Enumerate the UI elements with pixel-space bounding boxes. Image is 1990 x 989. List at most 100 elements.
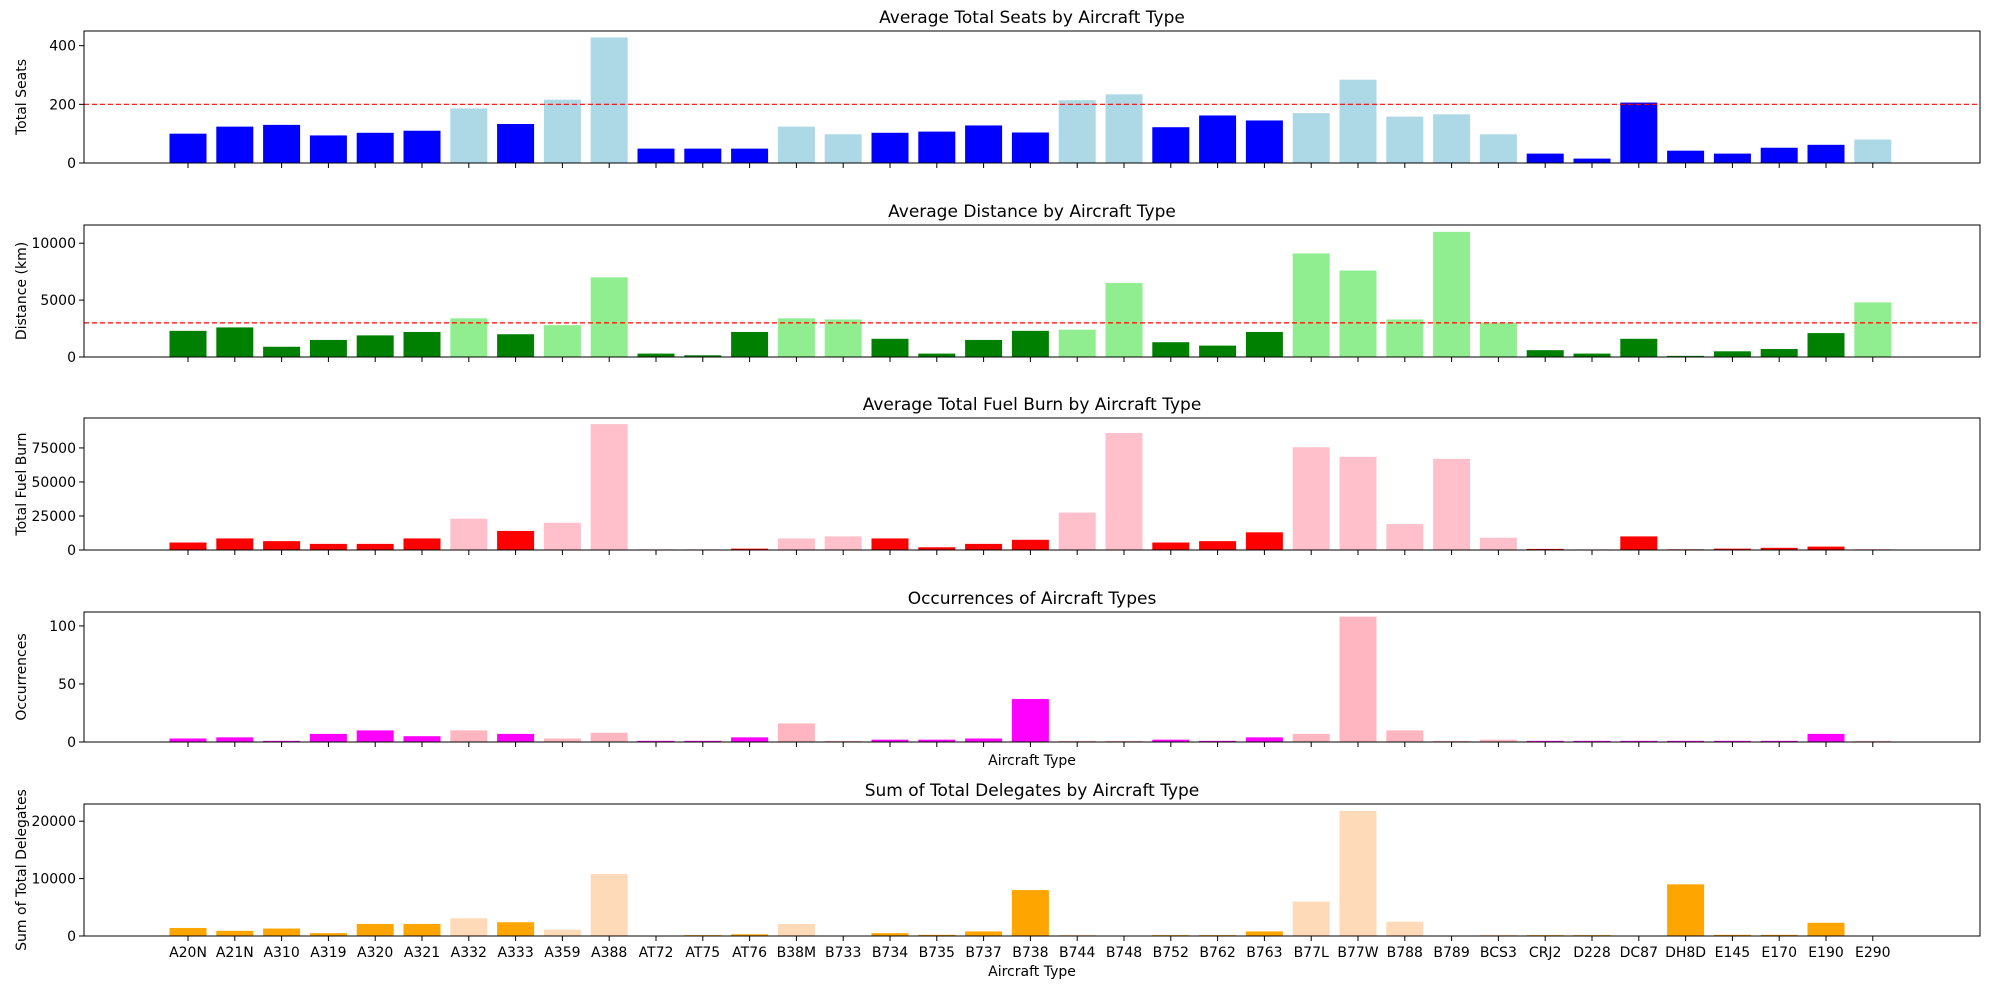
bar-a320 — [356, 923, 394, 936]
bar-b77l — [1292, 253, 1330, 357]
bar-a359 — [543, 929, 581, 936]
axes-frame — [83, 803, 1981, 937]
bar-b738 — [1011, 330, 1049, 357]
y-tick-label: 0 — [67, 350, 76, 366]
x-tick-label-bcs3: BCS3 — [1480, 945, 1517, 961]
y-tick-label: 400 — [49, 39, 76, 55]
axes-frame — [83, 30, 1981, 164]
bar-b737 — [965, 543, 1003, 550]
bar-a388 — [590, 874, 628, 936]
bar-a21n — [216, 930, 254, 936]
panel-title: Average Total Seats by Aircraft Type — [879, 8, 1185, 28]
bar-b77l — [1292, 733, 1330, 743]
bar-bcs3 — [1479, 134, 1517, 163]
x-tick-label-b738: B738 — [1012, 945, 1048, 961]
bar-at72 — [637, 740, 675, 742]
bar-a359 — [543, 325, 581, 357]
bar-dh8d — [1667, 884, 1705, 936]
x-tick-label-b733: B733 — [825, 945, 861, 961]
bar-b77l — [1292, 113, 1330, 163]
bar-b789 — [1433, 740, 1471, 742]
y-tick-label: 0 — [67, 543, 76, 559]
bar-a319 — [309, 339, 347, 357]
bar-b744 — [1058, 512, 1096, 550]
bar-b788 — [1386, 730, 1424, 742]
bar-b77l — [1292, 447, 1330, 550]
x-tick-label-a359: A359 — [544, 945, 580, 961]
bar-b744 — [1058, 100, 1096, 163]
bar-b789 — [1433, 114, 1471, 163]
bar-dh8d — [1667, 355, 1705, 357]
bar-at72 — [637, 148, 675, 163]
bar-a388 — [590, 37, 628, 164]
bar-b734 — [871, 132, 909, 163]
bar-a332 — [450, 918, 488, 936]
bar-b735 — [918, 353, 956, 357]
bar-e190 — [1807, 333, 1845, 357]
x-tick-label-b735: B735 — [919, 945, 955, 961]
bar-b788 — [1386, 921, 1424, 936]
bar-a310 — [263, 740, 301, 742]
y-tick-label: 0 — [67, 929, 76, 945]
bar-b763 — [1245, 931, 1283, 936]
bar-b762 — [1199, 740, 1237, 742]
bar-b744 — [1058, 329, 1096, 357]
y-axis-label: Sum of Total Delegates — [14, 789, 30, 951]
y-tick-label: 10000 — [31, 872, 76, 888]
bar-b735 — [918, 739, 956, 742]
bar-e170 — [1760, 147, 1798, 163]
bar-a359 — [543, 99, 581, 163]
y-axis-label: Total Fuel Burn — [14, 432, 30, 536]
bar-e145 — [1713, 740, 1751, 742]
x-tick-label-b788: B788 — [1387, 945, 1423, 961]
bar-b77w — [1339, 270, 1377, 357]
bar-a21n — [216, 538, 254, 550]
bar-at76 — [731, 934, 769, 936]
bar-e290 — [1854, 139, 1892, 163]
bar-a332 — [450, 108, 488, 163]
bar-b733 — [824, 536, 862, 550]
bar-a332 — [450, 730, 488, 742]
bar-a320 — [356, 132, 394, 163]
x-tick-label-e190: E190 — [1808, 945, 1844, 961]
bar-at75 — [684, 148, 722, 163]
y-tick-label: 20000 — [31, 814, 76, 830]
bar-b762 — [1199, 345, 1237, 357]
y-tick-label: 25000 — [31, 509, 76, 525]
bar-a320 — [356, 543, 394, 550]
bar-b738 — [1011, 539, 1049, 550]
bar-e170 — [1760, 547, 1798, 550]
bar-b744 — [1058, 740, 1096, 742]
bar-e170 — [1760, 349, 1798, 357]
bar-at75 — [684, 355, 722, 357]
bar-bcs3 — [1479, 537, 1517, 550]
panel-3: Average Total Fuel Burn by Aircraft Type… — [14, 395, 1981, 559]
y-tick-label: 100 — [49, 619, 76, 635]
bar-b733 — [824, 740, 862, 742]
bar-b789 — [1433, 458, 1471, 550]
bar-crj2 — [1526, 153, 1564, 163]
axes-frame — [83, 224, 1981, 358]
x-tick-label-a321: A321 — [404, 945, 440, 961]
bar-a310 — [263, 124, 301, 163]
bar-a319 — [309, 543, 347, 550]
bar-a333 — [497, 733, 535, 743]
bar-e145 — [1713, 934, 1751, 936]
bar-crj2 — [1526, 350, 1564, 357]
bar-b737 — [965, 339, 1003, 357]
bar-a20n — [169, 133, 207, 163]
bar-crj2 — [1526, 548, 1564, 550]
bar-a359 — [543, 738, 581, 742]
bar-b788 — [1386, 319, 1424, 357]
axes-frame — [83, 417, 1981, 551]
bar-b733 — [824, 319, 862, 357]
x-axis-label: Aircraft Type — [988, 753, 1076, 769]
x-tick-label-b77l: B77L — [1294, 945, 1329, 961]
bar-a20n — [169, 738, 207, 742]
panel-title: Average Distance by Aircraft Type — [888, 202, 1176, 222]
bar-b77w — [1339, 616, 1377, 742]
bar-e190 — [1807, 546, 1845, 550]
bar-b748 — [1105, 740, 1143, 742]
bar-b737 — [965, 738, 1003, 742]
y-tick-label: 5000 — [40, 293, 76, 309]
